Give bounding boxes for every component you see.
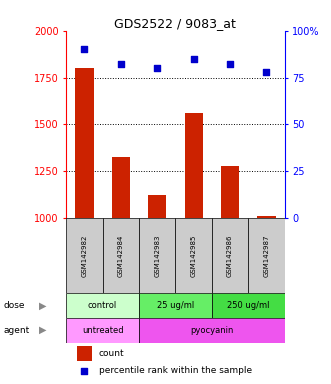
Bar (103, 218, 139, 293)
Bar (66, 293, 139, 318)
Title: GDS2522 / 9083_at: GDS2522 / 9083_at (115, 17, 236, 30)
Bar (185, 113, 203, 218)
Bar (112, 157, 130, 218)
Text: GSM142987: GSM142987 (263, 234, 269, 276)
Point (191, 56, 196, 62)
Text: ▶: ▶ (39, 325, 47, 335)
Text: GSM142986: GSM142986 (227, 234, 233, 276)
Bar (212, 218, 248, 293)
Bar (212, 293, 285, 318)
Bar (139, 318, 285, 343)
Text: control: control (88, 301, 117, 310)
Bar (139, 218, 175, 293)
Text: GSM142982: GSM142982 (81, 234, 87, 276)
Bar (66, 318, 139, 343)
Point (118, 61, 123, 68)
Text: percentile rank within the sample: percentile rank within the sample (99, 366, 252, 375)
Text: count: count (99, 349, 124, 358)
Bar (148, 195, 166, 218)
Bar (77, 346, 92, 361)
Bar (175, 218, 212, 293)
Bar (66, 218, 103, 293)
Text: 25 ug/ml: 25 ug/ml (157, 301, 194, 310)
Text: GSM142984: GSM142984 (118, 234, 124, 276)
Text: GSM142985: GSM142985 (191, 234, 197, 276)
Bar (257, 216, 275, 218)
Text: ▶: ▶ (39, 300, 47, 310)
Point (81, 368, 86, 374)
Text: agent: agent (3, 326, 29, 335)
Bar (139, 293, 212, 318)
Point (264, 69, 269, 75)
Text: pyocyanin: pyocyanin (190, 326, 234, 335)
Bar (248, 218, 285, 293)
Point (82, 46, 87, 53)
Text: 250 ug/ml: 250 ug/ml (227, 301, 269, 310)
Text: GSM142983: GSM142983 (154, 234, 160, 276)
Bar (221, 166, 239, 218)
Text: untreated: untreated (82, 326, 123, 335)
Bar (75, 68, 94, 218)
Text: dose: dose (3, 301, 25, 310)
Point (155, 65, 160, 71)
Point (227, 61, 233, 68)
